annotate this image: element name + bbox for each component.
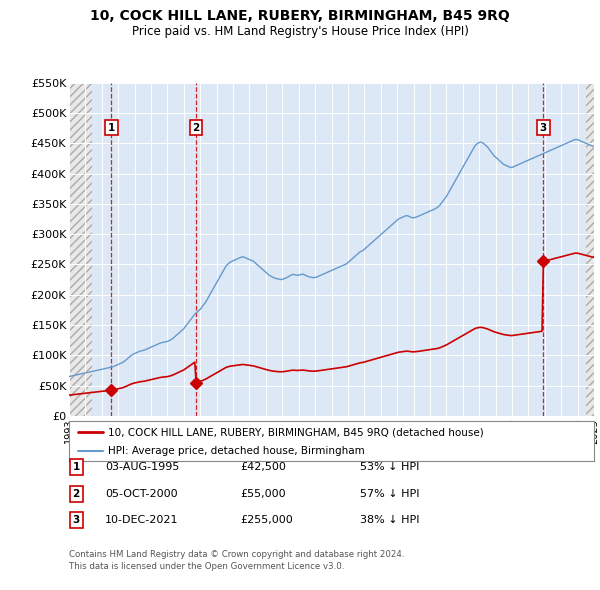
Text: 10, COCK HILL LANE, RUBERY, BIRMINGHAM, B45 9RQ: 10, COCK HILL LANE, RUBERY, BIRMINGHAM, … bbox=[90, 9, 510, 23]
Text: HPI: Average price, detached house, Birmingham: HPI: Average price, detached house, Birm… bbox=[109, 445, 365, 455]
Bar bbox=[586, 83, 594, 416]
Text: 1: 1 bbox=[73, 463, 80, 472]
Text: £55,000: £55,000 bbox=[240, 489, 286, 499]
Text: This data is licensed under the Open Government Licence v3.0.: This data is licensed under the Open Gov… bbox=[69, 562, 344, 571]
Text: 3: 3 bbox=[540, 123, 547, 133]
Text: 05-OCT-2000: 05-OCT-2000 bbox=[105, 489, 178, 499]
Text: Price paid vs. HM Land Registry's House Price Index (HPI): Price paid vs. HM Land Registry's House … bbox=[131, 25, 469, 38]
Text: 1: 1 bbox=[108, 123, 115, 133]
Text: 10-DEC-2021: 10-DEC-2021 bbox=[105, 516, 179, 525]
Text: 38% ↓ HPI: 38% ↓ HPI bbox=[360, 516, 419, 525]
Text: 3: 3 bbox=[73, 516, 80, 525]
Text: £42,500: £42,500 bbox=[240, 463, 286, 472]
Text: Contains HM Land Registry data © Crown copyright and database right 2024.: Contains HM Land Registry data © Crown c… bbox=[69, 550, 404, 559]
Text: 03-AUG-1995: 03-AUG-1995 bbox=[105, 463, 179, 472]
Text: £255,000: £255,000 bbox=[240, 516, 293, 525]
Text: 53% ↓ HPI: 53% ↓ HPI bbox=[360, 463, 419, 472]
Text: 2: 2 bbox=[193, 123, 200, 133]
Text: 2: 2 bbox=[73, 489, 80, 499]
Text: 57% ↓ HPI: 57% ↓ HPI bbox=[360, 489, 419, 499]
Text: 10, COCK HILL LANE, RUBERY, BIRMINGHAM, B45 9RQ (detached house): 10, COCK HILL LANE, RUBERY, BIRMINGHAM, … bbox=[109, 427, 484, 437]
Bar bbox=[69, 83, 92, 416]
